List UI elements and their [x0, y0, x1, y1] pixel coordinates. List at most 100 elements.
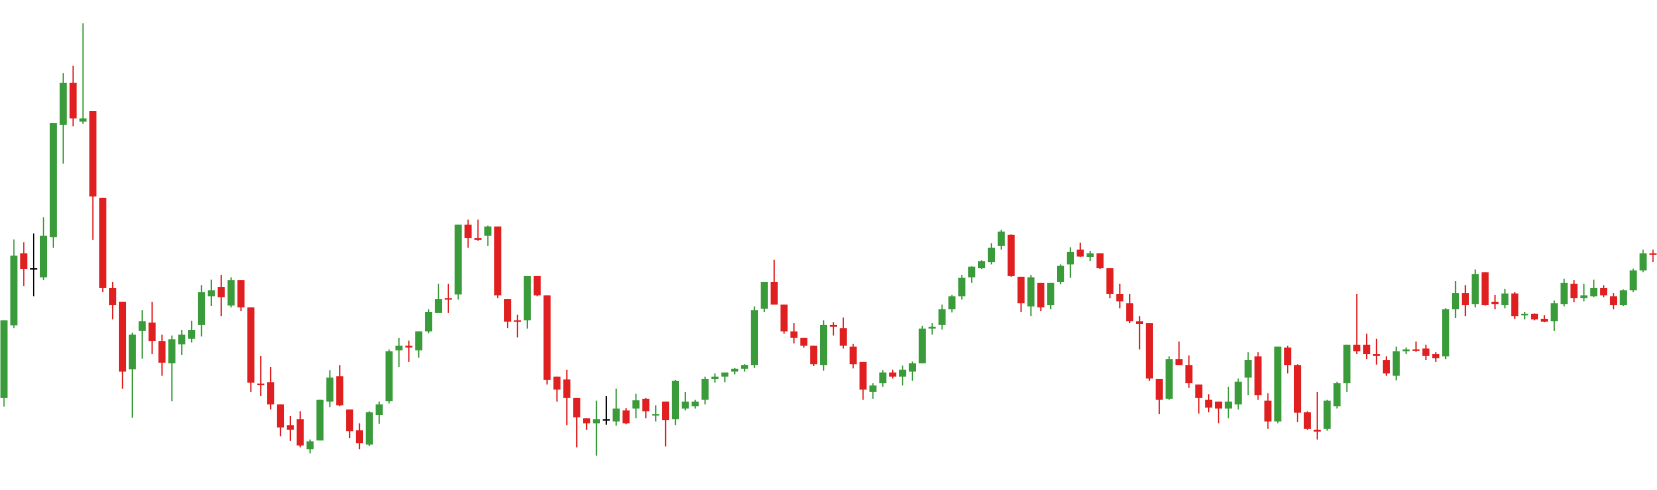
candle-body	[89, 111, 97, 197]
candle-body	[188, 330, 196, 339]
candle-body	[1639, 253, 1647, 271]
candle	[1284, 345, 1292, 374]
candle-body	[829, 324, 837, 327]
candle	[49, 123, 57, 248]
candle	[533, 275, 541, 297]
candle	[523, 275, 531, 329]
candle-body	[1284, 347, 1292, 366]
candle-body	[1580, 295, 1588, 299]
candle	[918, 325, 926, 364]
candle-body	[770, 281, 778, 305]
candle-body	[1155, 378, 1163, 400]
candle-body	[583, 418, 591, 424]
candle	[59, 73, 67, 164]
candle	[474, 219, 482, 241]
candle-body	[1451, 293, 1460, 310]
candle-body	[395, 345, 403, 351]
candle-body	[1047, 282, 1055, 306]
candle-body	[513, 320, 522, 322]
candle-body	[543, 295, 551, 380]
candle	[158, 334, 166, 376]
candle	[247, 307, 255, 392]
candle	[612, 388, 620, 426]
candle-body	[622, 410, 630, 424]
candle-body	[138, 321, 146, 331]
candle-body	[889, 372, 897, 377]
candle-body	[168, 339, 176, 364]
candle	[1116, 283, 1124, 309]
candle	[1007, 234, 1015, 277]
candle	[1432, 352, 1440, 362]
candle-body	[958, 277, 966, 297]
candle	[899, 365, 907, 386]
candle-body	[1343, 344, 1351, 384]
candle-body	[1609, 296, 1618, 306]
candle	[671, 379, 680, 426]
candle-body	[118, 301, 127, 372]
candle	[1096, 253, 1104, 270]
candle	[395, 337, 403, 367]
candle	[701, 376, 709, 405]
candle	[286, 415, 294, 441]
candle	[987, 243, 995, 265]
candle-body	[1471, 274, 1479, 305]
candle-body	[1185, 365, 1193, 384]
candle	[1580, 283, 1588, 302]
candle	[79, 23, 87, 124]
candle-body	[1037, 282, 1045, 308]
candle	[948, 294, 956, 313]
candle-body	[1442, 309, 1450, 357]
candle	[1205, 394, 1213, 413]
candle-body	[1550, 303, 1558, 322]
candle-body	[217, 287, 225, 298]
candle-body	[474, 238, 482, 240]
candle	[454, 224, 462, 300]
candle	[1037, 282, 1045, 312]
candle-body	[721, 372, 729, 377]
candle	[1234, 378, 1242, 410]
candle-body	[444, 298, 452, 300]
candle	[1175, 341, 1183, 366]
candle-body	[257, 383, 265, 386]
candle	[750, 306, 758, 368]
candle-body	[79, 118, 87, 122]
candle	[928, 323, 936, 335]
candle-body	[928, 326, 936, 329]
candle-body	[632, 400, 640, 409]
candle-body	[899, 369, 907, 377]
candle	[494, 226, 502, 299]
candle	[1530, 313, 1539, 321]
candle-body	[1432, 354, 1440, 359]
candle-body	[810, 345, 818, 365]
candle	[869, 383, 877, 399]
candle-body	[1224, 401, 1232, 409]
candle-body	[286, 425, 294, 430]
candle	[938, 304, 946, 330]
candle-body	[296, 419, 304, 446]
candle-body	[454, 224, 462, 295]
candle	[721, 372, 729, 383]
candle	[1333, 381, 1341, 409]
candle	[128, 332, 136, 418]
candle-body	[1402, 349, 1410, 352]
candle-body	[642, 398, 650, 412]
candle-body	[1353, 344, 1361, 352]
candle-body	[968, 266, 976, 278]
candle	[1076, 242, 1084, 258]
candle	[316, 399, 324, 441]
candle-body	[1244, 360, 1252, 378]
candle	[583, 418, 591, 430]
candle-body	[178, 334, 186, 345]
candle-body	[523, 275, 531, 321]
candle	[642, 397, 650, 419]
candle-body	[701, 378, 709, 400]
candle	[1106, 268, 1114, 299]
candle	[622, 408, 630, 425]
candle	[504, 299, 512, 329]
candle	[1274, 346, 1282, 424]
candle	[977, 260, 986, 270]
candle-body	[1372, 354, 1381, 356]
candle	[99, 197, 107, 293]
candle-body	[1560, 282, 1568, 305]
candle	[731, 367, 739, 375]
